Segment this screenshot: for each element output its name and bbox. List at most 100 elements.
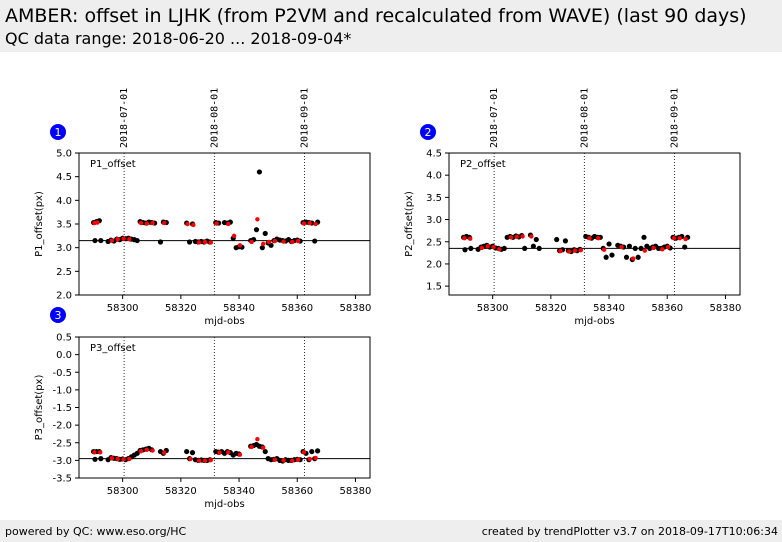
red-data-point — [313, 455, 318, 461]
black-data-point — [632, 245, 638, 252]
black-data-point — [468, 245, 474, 252]
black-data-point — [262, 448, 268, 455]
x-tick-label: 58320 — [165, 486, 197, 497]
panel-badge — [50, 124, 66, 140]
y-tick-label: -3.0 — [52, 456, 72, 467]
black-data-point — [253, 227, 260, 233]
red-data-point — [290, 458, 295, 463]
chart-panel-2: 2 2018-07-01 2018-08-01 2018-09-01 58300 5832… — [404, 88, 741, 327]
y-tick-label: 4.5 — [426, 149, 442, 160]
black-data-point — [562, 238, 569, 244]
x-tick-label: 58340 — [223, 486, 255, 497]
red-data-point — [660, 247, 665, 252]
y-tick-label: 3.5 — [426, 193, 442, 204]
red-data-point — [144, 447, 150, 452]
red-data-point — [208, 457, 214, 463]
panel-label: P3_offset — [90, 343, 136, 354]
y-tick-label: 1.5 — [426, 282, 442, 293]
red-data-point — [226, 450, 231, 455]
red-data-point — [497, 247, 502, 252]
x-tick-label: 58360 — [281, 303, 313, 314]
black-data-point — [536, 245, 542, 252]
black-data-point — [157, 239, 164, 245]
red-data-point — [217, 450, 222, 455]
x-axis-label: mjd-obs — [204, 499, 244, 510]
red-data-point — [301, 450, 307, 455]
y-tick-label: 2.0 — [56, 291, 72, 302]
red-data-point — [281, 458, 286, 463]
x-tick-label: 58380 — [340, 303, 372, 314]
x-axis-label: mjd-obs — [204, 316, 244, 327]
y-tick-label: 3.5 — [56, 220, 72, 231]
black-data-point — [309, 448, 315, 455]
date-marker-label: 2018-07-01 — [489, 88, 500, 148]
red-data-point — [214, 221, 219, 226]
red-data-point — [281, 239, 286, 244]
red-data-point — [237, 452, 243, 457]
black-data-point — [533, 236, 539, 243]
footer-generator: created by trendPlotter v3.7 on 2018-09-… — [481, 525, 778, 538]
date-marker-label: 2018-09-01 — [300, 88, 311, 148]
date-marker-label: 2018-09-01 — [670, 88, 681, 148]
y-tick-label: -0.5 — [52, 368, 72, 379]
red-data-point — [566, 249, 572, 254]
red-data-point — [127, 236, 132, 242]
x-tick-label: 58340 — [593, 303, 625, 314]
x-tick-label: 58360 — [281, 486, 313, 497]
red-data-point — [127, 456, 132, 462]
x-tick-label: 58300 — [477, 303, 509, 314]
black-data-point — [626, 243, 633, 249]
y-tick-label: -3.5 — [52, 474, 72, 485]
black-data-point — [609, 252, 615, 258]
x-tick-label: 58320 — [535, 303, 567, 314]
y-axis-label: P3_offset(px) — [34, 375, 45, 441]
panel-label: P1_offset — [90, 159, 136, 170]
red-data-point — [301, 221, 307, 226]
black-data-point — [623, 254, 630, 260]
red-data-point — [491, 244, 496, 250]
black-data-point — [312, 238, 318, 244]
x-axis-label: mjd-obs — [574, 316, 614, 327]
red-data-point — [651, 245, 656, 251]
red-data-point — [485, 243, 490, 249]
red-data-point — [115, 236, 120, 242]
red-data-point — [272, 238, 278, 244]
black-data-point — [641, 234, 647, 240]
black-data-point — [98, 237, 104, 244]
red-data-point — [162, 450, 167, 455]
y-tick-label: -2.5 — [52, 438, 72, 449]
y-tick-label: 4.0 — [56, 196, 72, 207]
red-data-point — [272, 457, 278, 462]
date-marker-label: 2018-07-01 — [119, 88, 130, 148]
red-data-point — [529, 234, 534, 239]
black-data-point — [462, 247, 468, 253]
black-data-point — [92, 237, 98, 244]
red-data-point — [202, 239, 208, 245]
red-data-point — [109, 456, 115, 461]
red-data-point — [307, 220, 312, 226]
y-tick-label: -1.5 — [52, 403, 72, 414]
red-data-point — [671, 236, 677, 241]
red-data-point — [665, 244, 671, 250]
panel-badge-number: 1 — [55, 126, 62, 139]
y-tick-label: -2.0 — [52, 421, 72, 432]
red-data-point — [121, 236, 126, 241]
black-data-point — [530, 243, 536, 249]
red-data-point — [578, 247, 584, 253]
black-data-point — [189, 450, 196, 456]
red-data-point — [191, 222, 196, 228]
red-data-point — [601, 247, 607, 252]
red-data-point — [196, 458, 202, 463]
red-data-point — [196, 240, 202, 245]
x-tick-label: 58380 — [340, 486, 372, 497]
footer-credit[interactable]: powered by QC: www.eso.org/HC — [5, 525, 187, 538]
black-data-point — [184, 448, 190, 455]
black-data-point — [262, 230, 268, 237]
red-data-point — [596, 236, 601, 241]
red-data-point — [162, 220, 167, 226]
red-data-point — [558, 248, 563, 254]
red-data-point — [95, 220, 100, 225]
red-data-point — [307, 456, 312, 462]
y-tick-label: 3.0 — [56, 243, 72, 254]
panel-badge — [420, 124, 436, 140]
